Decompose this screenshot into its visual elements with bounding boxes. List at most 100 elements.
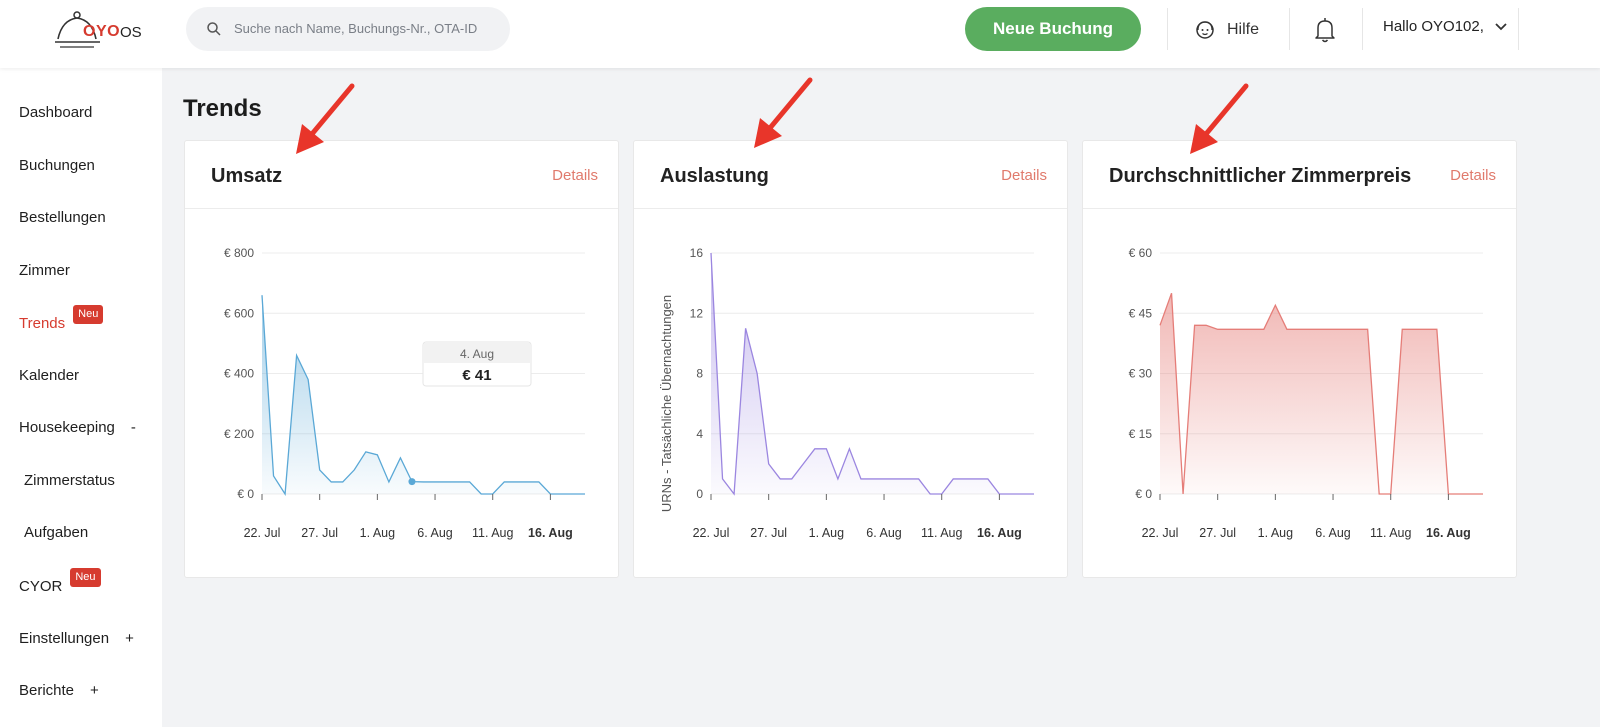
x-tick-label: 11. Aug <box>472 526 514 540</box>
x-tick-label: 11. Aug <box>1370 526 1412 540</box>
sidebar-item-trends[interactable]: Trends Neu <box>19 305 104 333</box>
y-tick-label: € 15 <box>1129 427 1153 441</box>
sidebar-item-label: Dashboard <box>19 104 93 121</box>
y-axis-label: URNs - Tatsächliche Übernachtungen <box>659 295 674 512</box>
sidebar-item-housekeeping[interactable]: Housekeeping - <box>19 419 136 436</box>
sidebar-item-label: Kalender <box>19 367 80 384</box>
y-tick-label: € 600 <box>224 306 254 320</box>
user-menu[interactable]: Hallo OYO102, <box>1383 18 1508 35</box>
avg-room-price-chart: € 0 € 15 € 30 € 45 € 60 22. Jul 27. Jul 1. Aug 6… <box>1129 246 1483 540</box>
x-tick-label: 16. Aug <box>528 526 573 540</box>
x-tick-label: 22. Jul <box>693 526 730 540</box>
card-header: Auslastung Details <box>634 141 1067 209</box>
user-greeting: Hallo OYO102, <box>1383 18 1484 35</box>
y-tick-label: € 800 <box>224 246 254 260</box>
x-tick-label: 27. Jul <box>1199 526 1236 540</box>
chevron-down-icon <box>1495 22 1507 30</box>
revenue-card: Umsatz Details € 0 € 200 € 400 € 600 € 800 22… <box>184 140 619 578</box>
search-input[interactable]: Suche nach Name, Buchungs-Nr., OTA-ID <box>186 7 510 51</box>
support-agent-icon <box>1196 21 1214 39</box>
y-tick-label: 8 <box>696 367 703 381</box>
expand-toggle[interactable]: + <box>125 630 134 647</box>
new-badge: Neu <box>73 305 104 324</box>
card-header: Durchschnittlicher Zimmerpreis Details <box>1083 141 1516 209</box>
y-tick-label: € 400 <box>224 367 254 381</box>
sidebar-item-label: Zimmer <box>19 262 70 279</box>
series-area <box>262 295 585 494</box>
sidebar-item-label: Trends <box>19 315 66 332</box>
bell-icon[interactable] <box>1312 16 1338 44</box>
y-tick-label: € 0 <box>237 487 254 501</box>
sidebar-item-bookings[interactable]: Buchungen <box>19 157 95 174</box>
sidebar-item-label: Aufgaben <box>24 524 89 541</box>
sidebar-item-reports[interactable]: Berichte + <box>19 682 99 699</box>
avg-room-price-card: Durchschnittlicher Zimmerpreis Details €… <box>1082 140 1517 578</box>
expand-toggle[interactable]: + <box>90 682 99 699</box>
page-title: Trends <box>183 95 262 122</box>
y-tick-label: € 200 <box>224 427 254 441</box>
sidebar-item-calendar[interactable]: Kalender <box>19 367 79 384</box>
details-link[interactable]: Details <box>1001 167 1047 184</box>
sidebar-item-label: Bestellungen <box>19 209 106 226</box>
occupancy-card: Auslastung Details 0 4 8 12 16 URNs - Tatsäch… <box>633 140 1068 578</box>
sidebar: Dashboard Buchungen Bestellungen Zimmer … <box>0 68 162 727</box>
x-tick-label: 27. Jul <box>301 526 338 540</box>
details-link[interactable]: Details <box>1450 167 1496 184</box>
x-tick-label: 6. Aug <box>417 526 452 540</box>
x-tick-label: 16. Aug <box>977 526 1022 540</box>
x-tick-label: 1. Aug <box>809 526 844 540</box>
logo-text: OYO <box>83 23 121 40</box>
cloche-logo-icon[interactable] <box>54 6 154 56</box>
logo-suffix: OS <box>120 24 142 41</box>
x-tick-label: 27. Jul <box>750 526 787 540</box>
sidebar-item-orders[interactable]: Bestellungen <box>19 209 106 226</box>
series-line <box>261 295 585 496</box>
y-tick-label: € 0 <box>1135 487 1152 501</box>
search-placeholder: Suche nach Name, Buchungs-Nr., OTA-ID <box>234 21 478 36</box>
collapse-toggle[interactable]: - <box>130 419 136 436</box>
sidebar-item-tasks[interactable]: Aufgaben <box>24 524 88 541</box>
sidebar-item-label: Zimmerstatus <box>24 472 115 489</box>
sidebar-item-dashboard[interactable]: Dashboard <box>19 104 92 121</box>
hover-point[interactable] <box>408 478 416 486</box>
card-title: Durchschnittlicher Zimmerpreis <box>1109 165 1412 187</box>
card-title: Umsatz <box>211 165 283 187</box>
sidebar-item-rooms[interactable]: Zimmer <box>19 262 70 279</box>
help-link[interactable]: Hilfe <box>1193 16 1259 44</box>
y-tick-label: € 30 <box>1129 367 1153 381</box>
divider <box>1289 8 1290 50</box>
y-tick-label: 0 <box>696 487 703 501</box>
y-tick-label: 16 <box>690 246 704 260</box>
x-tick-label: 6. Aug <box>1315 526 1350 540</box>
top-bar: OYO OS Suche nach Name, Buchungs-Nr., OT… <box>0 0 1600 68</box>
y-tick-label: 4 <box>696 427 703 441</box>
occupancy-chart: 0 4 8 12 16 URNs - Tatsächliche Übernachtunge… <box>659 246 1034 540</box>
search-icon <box>207 22 221 36</box>
x-tick-label: 22. Jul <box>1142 526 1179 540</box>
x-tick-label: 1. Aug <box>360 526 395 540</box>
annotation-arrow-icon <box>754 77 813 148</box>
series-line <box>1159 292 1483 495</box>
revenue-chart: € 0 € 200 € 400 € 600 € 800 22. Jul 27. Jul 1. … <box>224 246 585 540</box>
y-tick-label: 12 <box>690 306 704 320</box>
x-tick-label: 22. Jul <box>244 526 281 540</box>
annotation-arrow-icon <box>296 83 355 154</box>
sidebar-item-cyor[interactable]: CYOR Neu <box>19 568 101 596</box>
divider <box>1167 8 1168 50</box>
new-booking-button[interactable]: Neue Buchung <box>965 7 1141 51</box>
sidebar-item-label: CYOR <box>19 578 63 595</box>
x-tick-label: 1. Aug <box>1258 526 1293 540</box>
sidebar-item-room-status[interactable]: Zimmerstatus <box>24 472 115 489</box>
series-area <box>711 253 1034 494</box>
sidebar-item-label: Buchungen <box>19 157 95 174</box>
y-tick-label: € 45 <box>1129 306 1153 320</box>
sidebar-item-settings[interactable]: Einstellungen + <box>19 630 134 647</box>
tooltip-value: € 41 <box>462 367 491 384</box>
tooltip-header <box>424 343 530 363</box>
sidebar-item-label: Berichte <box>19 682 75 699</box>
divider <box>1518 8 1519 50</box>
details-link[interactable]: Details <box>552 167 598 184</box>
x-tick-label: 6. Aug <box>866 526 901 540</box>
x-tick-label: 16. Aug <box>1426 526 1471 540</box>
card-title: Auslastung <box>660 165 769 187</box>
